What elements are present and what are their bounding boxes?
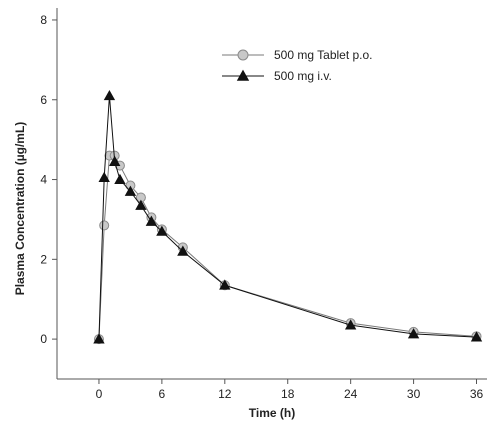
y-tick-label-2: 2 [40,252,47,266]
series-1-point-7 [145,215,158,226]
series-layer [93,89,483,345]
series-1-point-0 [93,333,105,344]
series-1-point-2 [103,89,116,101]
legend-entry-1: 500 mg i.v. [222,69,332,83]
series-0 [93,150,482,345]
legend-label-0: 500 mg Tablet p.o. [274,48,373,62]
x-tick-label-6: 6 [159,387,166,401]
series-1-point-5 [124,185,137,196]
y-tick-label-8: 8 [40,13,47,27]
legend-marker-0 [237,49,249,61]
series-1-point-6 [135,199,147,210]
series-1-point-10 [219,279,231,290]
x-tick-label-12: 12 [218,387,232,401]
series-1-line [98,95,477,340]
series-1 [93,89,483,344]
legend-label-1: 500 mg i.v. [274,69,332,83]
x-tick-label-0: 0 [96,387,103,401]
legend: 500 mg Tablet p.o. 500 mg i.v. [222,48,373,83]
x-tick-label-36: 36 [470,387,484,401]
series-0-line [98,155,477,340]
series-1-point-4 [114,173,126,184]
series-1-point-3 [109,155,121,166]
series-1-point-8 [156,225,168,236]
legend-marker-1 [236,69,250,81]
legend-entry-0: 500 mg Tablet p.o. [222,48,373,62]
series-0-point-1 [99,220,110,231]
series-1-point-11 [344,319,357,330]
y-tick-label-0: 0 [40,332,47,346]
x-axis-title: Time (h) [249,406,295,420]
y-tick-label-4: 4 [40,173,47,187]
series-1-point-13 [470,331,483,342]
series-1-point-9 [177,245,189,256]
x-tick-label-24: 24 [344,387,358,401]
series-1-point-1 [98,171,110,182]
x-tick-label-18: 18 [281,387,295,401]
x-tick-label-30: 30 [407,387,421,401]
y-tick-label-6: 6 [40,93,47,107]
series-1-point-12 [407,328,420,339]
y-axis-title: Plasma Concentration (µg/mL) [13,122,27,296]
